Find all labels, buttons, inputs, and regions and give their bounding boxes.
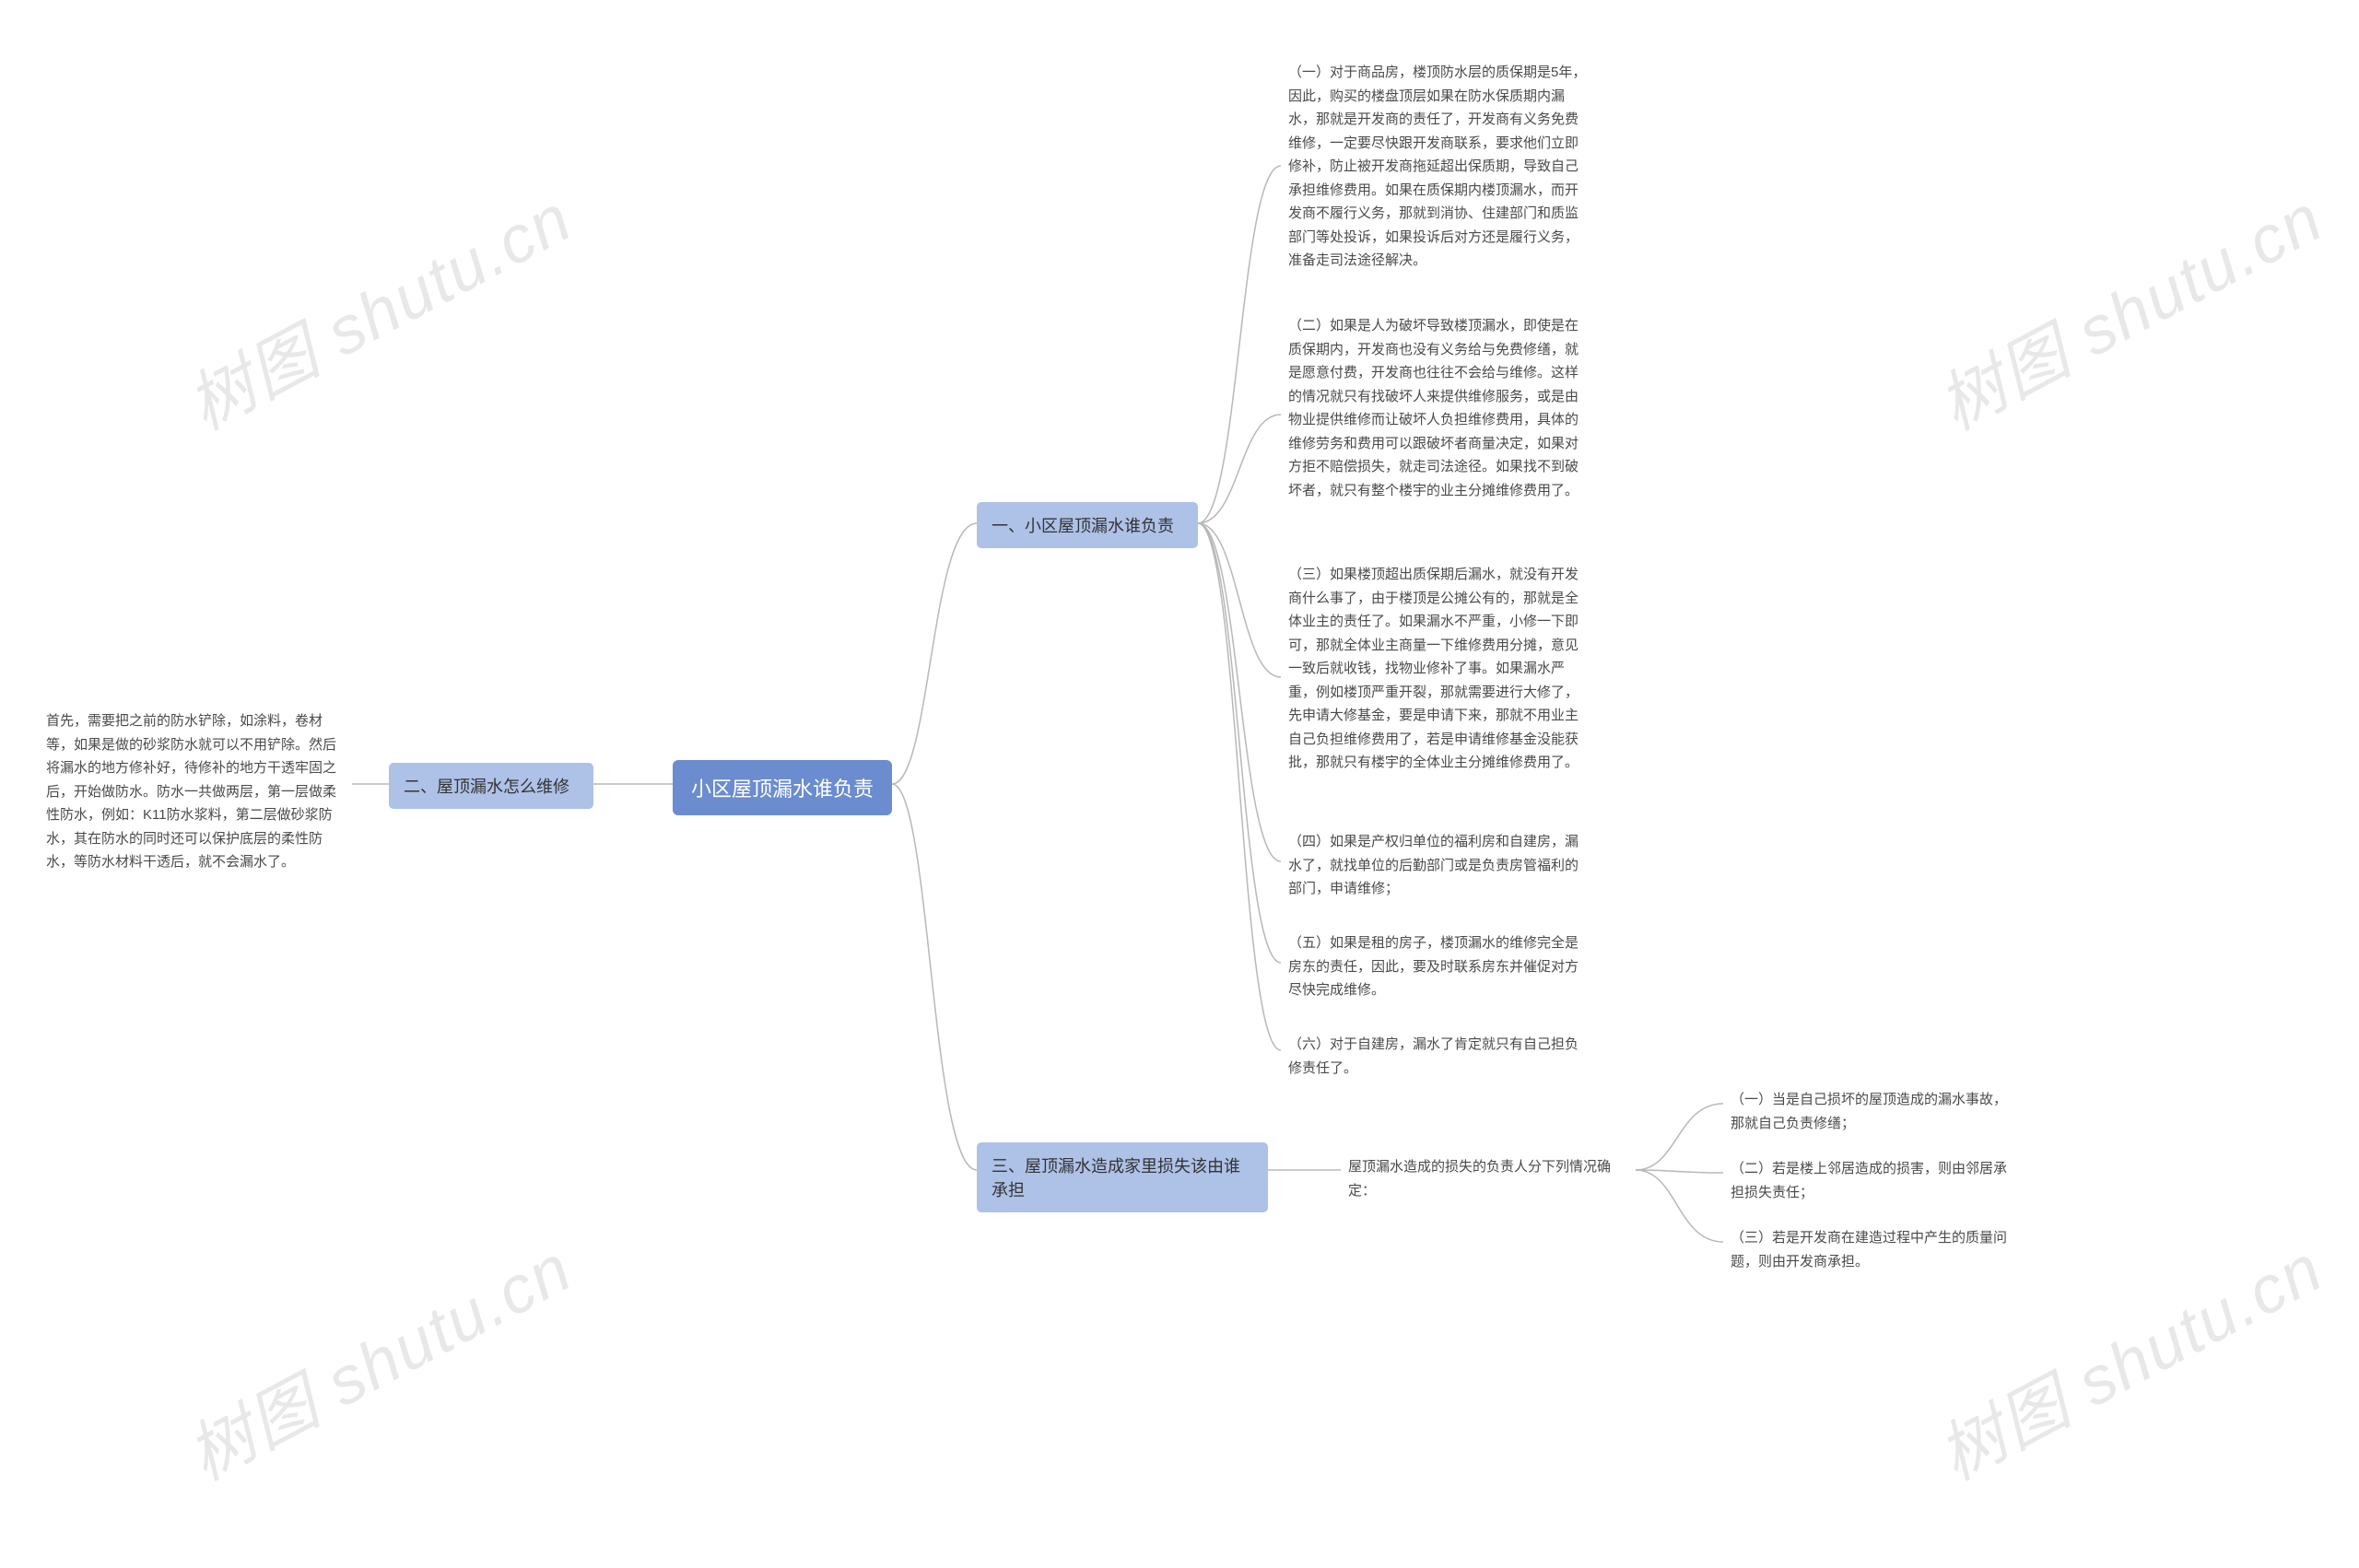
mindmap-section-1[interactable]: 一、小区屋顶漏水谁负责	[977, 502, 1198, 548]
mindmap-leaf[interactable]: （二）如果是人为破坏导致楼顶漏水，即使是在质保期内，开发商也没有义务给与免费修缮…	[1281, 309, 1594, 508]
watermark: 树图 shutu.cn	[1919, 165, 2337, 449]
mindmap-leaf[interactable]: （六）对于自建房，漏水了肯定就只有自己担负修责任了。	[1281, 1027, 1594, 1085]
mindmap-leaf[interactable]: （四）如果是产权归单位的福利房和自建房，漏水了，就找单位的后勤部门或是负责房管福…	[1281, 825, 1594, 907]
mindmap-leaf[interactable]: 首先，需要把之前的防水铲除，如涂料，卷材等，如果是做的砂浆防水就可以不用铲除。然…	[39, 704, 352, 880]
mindmap-leaf[interactable]: （三）如果楼顶超出质保期后漏水，就没有开发商什么事了，由于楼顶是公摊公有的，那就…	[1281, 557, 1594, 780]
mindmap-connectors	[0, 0, 2359, 1568]
mindmap-leaf[interactable]: （一）对于商品房，楼顶防水层的质保期是5年，因此，购买的楼盘顶层如果在防水保质期…	[1281, 55, 1594, 278]
mindmap-section-3[interactable]: 三、屋顶漏水造成家里损失该由谁承担	[977, 1142, 1268, 1212]
mindmap-leaf[interactable]: 屋顶漏水造成的损失的负责人分下列情况确定：	[1341, 1150, 1636, 1208]
watermark: 树图 shutu.cn	[168, 165, 586, 449]
mindmap-section-2[interactable]: 二、屋顶漏水怎么维修	[389, 763, 593, 809]
watermark: 树图 shutu.cn	[168, 1215, 586, 1499]
mindmap-leaf[interactable]: （二）若是楼上邻居造成的损害，则由邻居承担损失责任；	[1723, 1152, 2027, 1210]
mindmap-root-node[interactable]: 小区屋顶漏水谁负责	[673, 760, 892, 815]
mindmap-leaf[interactable]: （一）当是自己损坏的屋顶造成的漏水事故，那就自己负责修缮；	[1723, 1082, 2027, 1141]
mindmap-leaf[interactable]: （三）若是开发商在建造过程中产生的质量问题，则由开发商承担。	[1723, 1221, 2027, 1279]
mindmap-leaf[interactable]: （五）如果是租的房子，楼顶漏水的维修完全是房东的责任，因此，要及时联系房东并催促…	[1281, 926, 1594, 1008]
